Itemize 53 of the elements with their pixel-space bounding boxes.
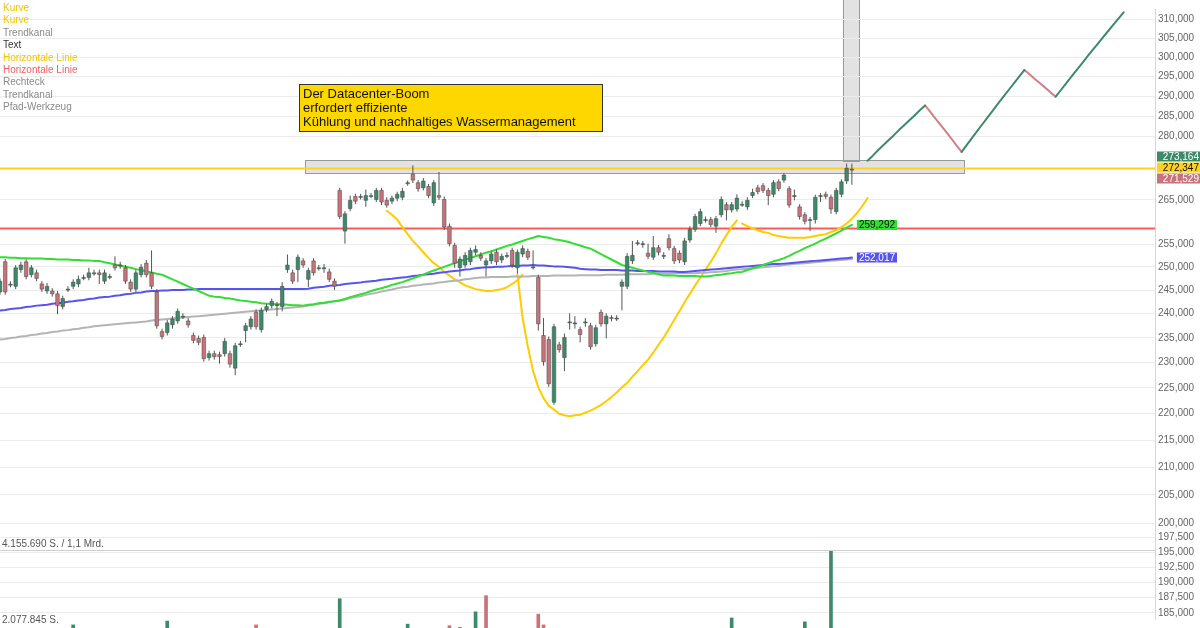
bar — [829, 551, 833, 628]
y-tick-label: 190,000 — [1158, 575, 1195, 587]
annotation: Kurve — [3, 14, 31, 27]
bar — [254, 624, 258, 628]
annotation: Horizontale Linie — [3, 64, 78, 77]
annotation: Trendkanal — [3, 26, 54, 40]
y-tick-label: 230,000 — [1158, 356, 1195, 368]
y-tick-label: 187,500 — [1158, 591, 1195, 603]
bar — [536, 613, 541, 628]
y-tick-label: 240,000 — [1158, 307, 1195, 319]
ref-line-label: 272,347 — [1162, 161, 1200, 173]
y-tick-label: 197,500 — [1158, 531, 1195, 543]
y-tick-label: 285,000 — [1158, 110, 1195, 122]
bar — [447, 625, 452, 628]
annotation: Horizontale Linie — [3, 51, 78, 65]
text: 271,529 — [1162, 172, 1200, 184]
y-tick-label: 250,000 — [1158, 260, 1195, 272]
annotation: 2.077.845 S. — [2, 614, 59, 625]
text: 273,164 — [1162, 150, 1200, 162]
data-label: 252,017 — [858, 251, 896, 263]
bar — [729, 617, 734, 628]
y-tick-label: 280,000 — [1158, 130, 1195, 142]
y-tick-label: 255,000 — [1158, 237, 1195, 249]
bar — [165, 620, 170, 628]
y-tick-label: 245,000 — [1158, 283, 1195, 295]
bar — [484, 595, 488, 628]
annotation: Kurve — [3, 2, 31, 15]
y-tick-label: 192,500 — [1158, 560, 1195, 572]
y-tick-label: 300,000 — [1158, 51, 1195, 63]
annotation: 4.155.690 S. / 1,1 Mrd. — [2, 538, 104, 549]
data-label: 259,292 — [858, 219, 896, 231]
y-tick-label: 210,000 — [1158, 460, 1195, 472]
y-tick-label: 215,000 — [1158, 433, 1195, 445]
annotation: Trendkanal — [3, 88, 54, 102]
y-tick-label: 205,000 — [1158, 488, 1195, 500]
annotation: Pfad-Werkzeug — [3, 101, 73, 114]
y-tick-label: 290,000 — [1158, 90, 1195, 102]
bar — [337, 598, 342, 628]
y-tick-label: 225,000 — [1158, 381, 1195, 393]
y-tick-label: 185,000 — [1158, 606, 1195, 618]
annotation: Der Datacenter-Boom erfordert effiziente Kühlung und nachhaltiges Wassermanagement — [299, 84, 603, 132]
y-tick-label: 265,000 — [1158, 193, 1195, 205]
y-tick-label: 195,000 — [1158, 546, 1195, 558]
bar — [71, 624, 75, 628]
y-tick-label: 310,000 — [1158, 13, 1195, 25]
y-tick-label: 220,000 — [1158, 407, 1195, 419]
y-tick-label: 200,000 — [1158, 516, 1195, 528]
y-tick-label: 295,000 — [1158, 70, 1195, 82]
annotation: Rechteck — [3, 76, 46, 89]
y-tick-label: 235,000 — [1158, 331, 1195, 343]
bar — [803, 621, 807, 628]
y-tick-label: 305,000 — [1158, 32, 1195, 44]
annotation: Text — [3, 39, 23, 52]
